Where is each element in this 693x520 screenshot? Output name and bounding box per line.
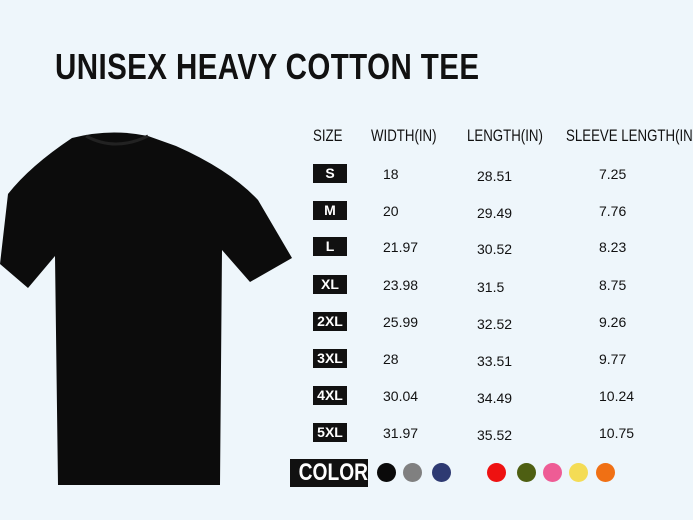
width-value: 25.99 (383, 314, 419, 330)
sleeve-value: 9.77 (599, 351, 627, 367)
width-value: 31.97 (383, 425, 419, 441)
color-swatch[interactable] (543, 463, 562, 482)
size-badge: XL (313, 275, 347, 294)
size-badge: L (313, 237, 347, 256)
length-value: 28.51 (477, 168, 513, 184)
size-badge: 2XL (313, 312, 347, 331)
size-badge: 4XL (313, 386, 347, 405)
size-badge: 5XL (313, 423, 347, 442)
column-header: WIDTH(IN) (371, 126, 437, 145)
length-value: 31.5 (477, 279, 505, 295)
page-title: UNISEX HEAVY COTTON TEE (55, 46, 480, 87)
length-value: 35.52 (477, 427, 513, 443)
color-swatch[interactable] (517, 463, 536, 482)
length-value: 30.52 (477, 241, 513, 257)
sleeve-value: 7.76 (599, 203, 627, 219)
size-badge: S (313, 164, 347, 183)
width-value: 28 (383, 351, 399, 367)
tshirt-image (0, 132, 292, 485)
length-value: 32.52 (477, 316, 513, 332)
color-swatch[interactable] (432, 463, 451, 482)
column-header: SIZE (313, 126, 343, 145)
width-value: 23.98 (383, 277, 419, 293)
color-swatch[interactable] (487, 463, 506, 482)
color-swatch[interactable] (377, 463, 396, 482)
column-header: LENGTH(IN) (467, 126, 543, 145)
size-badge: 3XL (313, 349, 347, 368)
color-label: COLOR (290, 459, 368, 487)
sleeve-value: 8.23 (599, 239, 627, 255)
sleeve-value: 9.26 (599, 314, 627, 330)
width-value: 20 (383, 203, 399, 219)
size-badge: M (313, 201, 347, 220)
color-swatch[interactable] (569, 463, 588, 482)
sleeve-value: 10.24 (599, 388, 635, 404)
length-value: 34.49 (477, 390, 513, 406)
width-value: 21.97 (383, 239, 419, 255)
sleeve-value: 8.75 (599, 277, 627, 293)
color-swatch[interactable] (403, 463, 422, 482)
width-value: 30.04 (383, 388, 419, 404)
color-swatch[interactable] (596, 463, 615, 482)
sleeve-value: 10.75 (599, 425, 635, 441)
length-value: 33.51 (477, 353, 513, 369)
length-value: 29.49 (477, 205, 513, 221)
sleeve-value: 7.25 (599, 166, 627, 182)
width-value: 18 (383, 166, 399, 182)
column-header: SLEEVE LENGTH(IN (566, 126, 693, 145)
